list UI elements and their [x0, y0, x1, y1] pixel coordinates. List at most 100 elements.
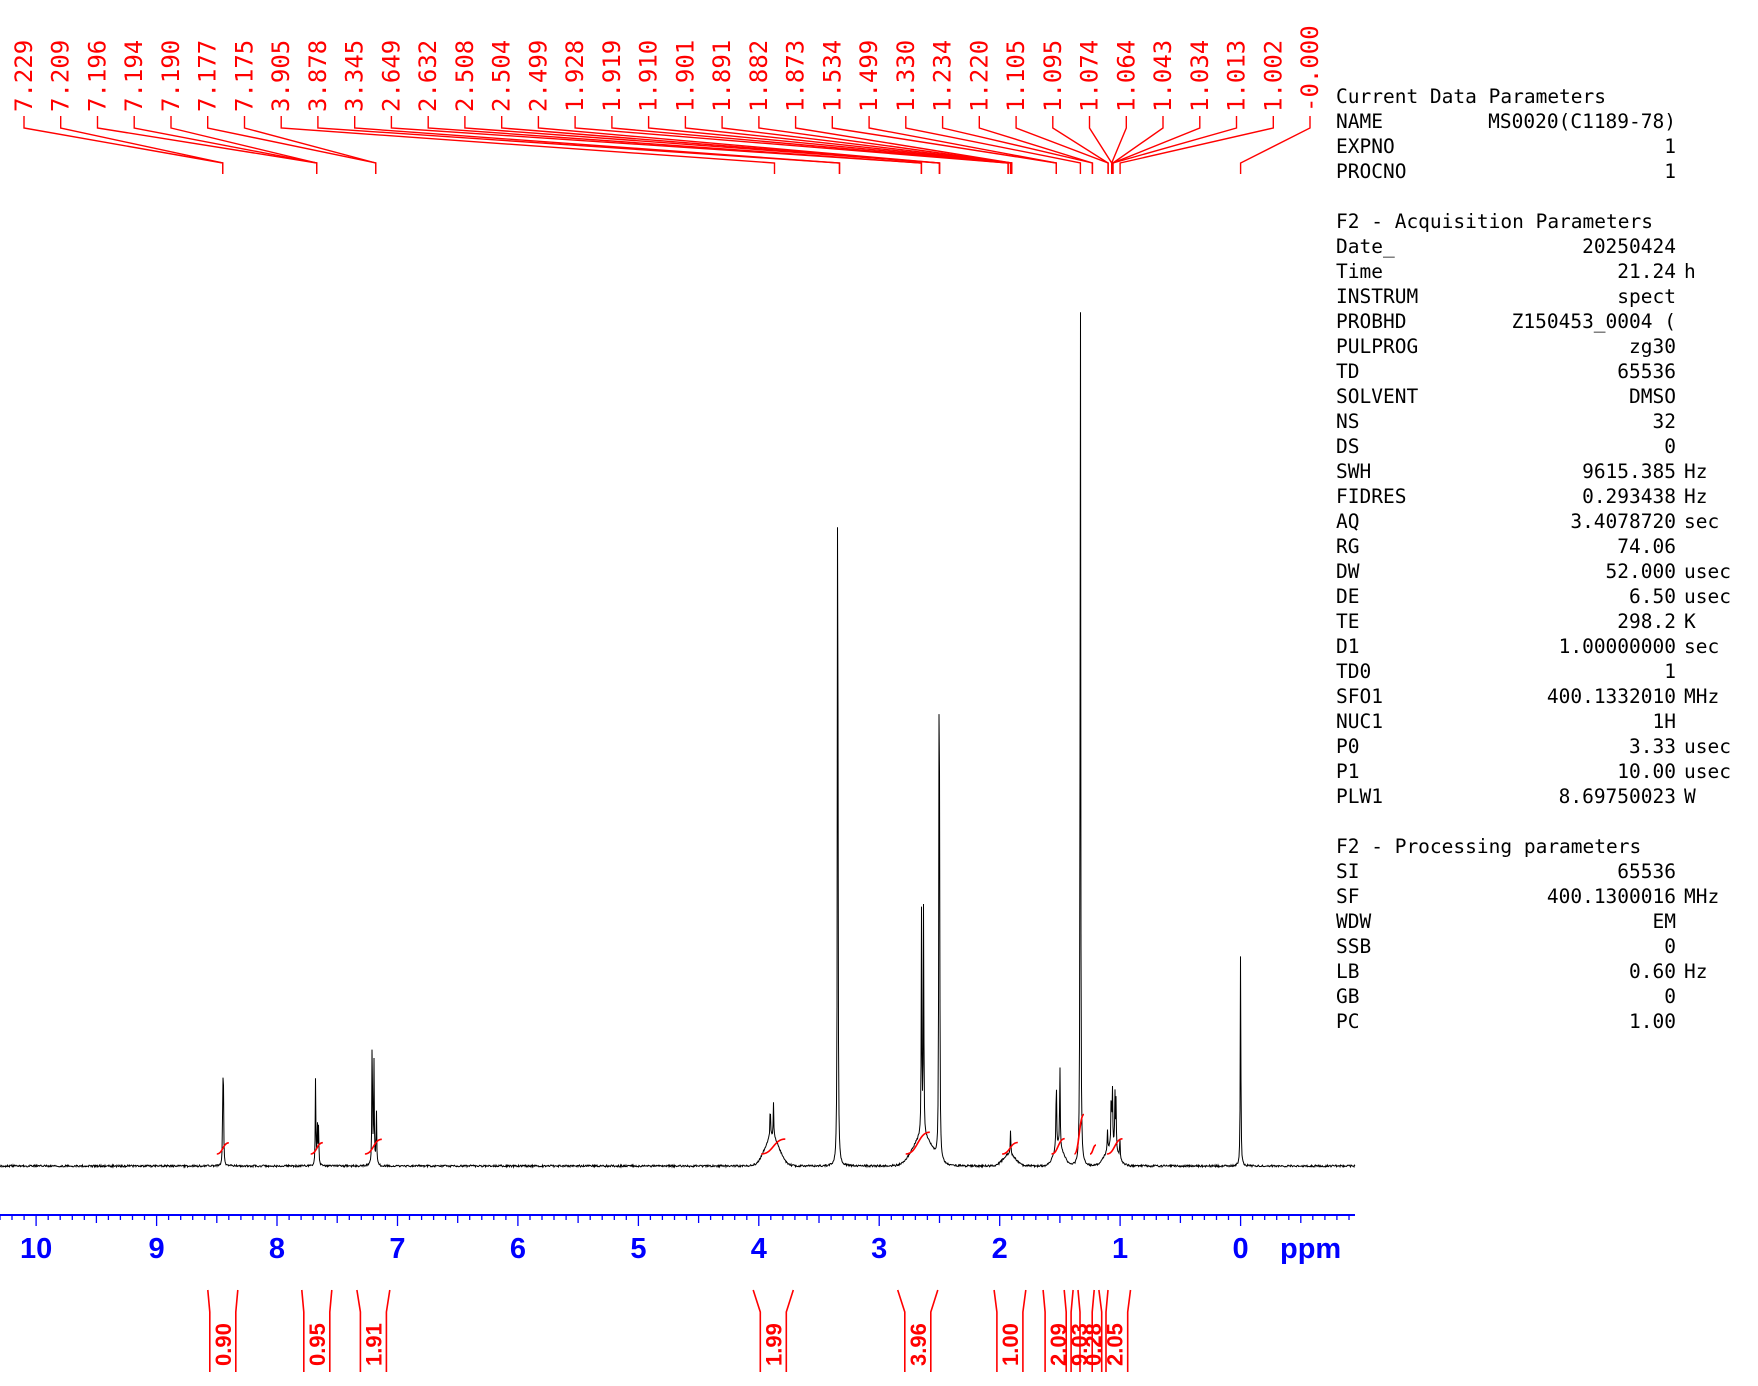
x-tick-label: 0 — [1233, 1233, 1249, 1265]
peak-connector — [647, 116, 1012, 174]
peak-connector — [978, 116, 1094, 174]
peak-label: 2.504 — [488, 40, 516, 112]
peak-connector — [794, 116, 1013, 174]
peak-label: 1.534 — [818, 40, 846, 112]
param-value: 1 — [1664, 135, 1676, 158]
peak-label: 2.632 — [414, 40, 442, 112]
peak-label: 1.499 — [855, 40, 883, 112]
peak-connector — [1239, 116, 1311, 174]
param-row: RG 74.06 — [1336, 534, 1756, 559]
integral-bracket — [1098, 1289, 1132, 1372]
integral-value: 3.96 — [906, 1323, 931, 1366]
param-key: PC — [1336, 1010, 1360, 1033]
integral-curve — [1089, 1144, 1097, 1155]
param-row: TD 65536 — [1336, 359, 1756, 384]
param-value: 65536 — [1617, 360, 1676, 383]
x-tick-label: 6 — [510, 1233, 526, 1265]
param-row: PULPROG zg30 — [1336, 334, 1756, 359]
peak-label: 1.891 — [708, 40, 736, 112]
param-unit: usec — [1684, 560, 1731, 583]
integral-bracket — [301, 1289, 333, 1372]
param-row: EXPNO 1 — [1336, 134, 1756, 159]
spectrum-trace-group — [0, 312, 1356, 1169]
param-row: PC 1.00 — [1336, 1009, 1756, 1034]
peak-connector — [868, 116, 1058, 174]
integral-bracket — [356, 1289, 391, 1372]
peak-connector — [1112, 116, 1238, 174]
param-row: INSTRUM spect — [1336, 284, 1756, 309]
x-tick-label: 2 — [992, 1233, 1008, 1265]
param-row: GB 0 — [1336, 984, 1756, 1009]
param-value: 1.00000000 — [1558, 635, 1676, 658]
param-key: FIDRES — [1336, 485, 1407, 508]
integral-curve — [216, 1142, 229, 1155]
param-key: DW — [1336, 560, 1360, 583]
param-row: SOLVENT DMSO — [1336, 384, 1756, 409]
peak-label: 1.220 — [965, 40, 993, 112]
param-value: 8.69750023 — [1558, 785, 1676, 808]
param-gap — [1336, 809, 1756, 834]
param-unit: Hz — [1684, 485, 1708, 508]
param-key: TD0 — [1336, 660, 1372, 683]
param-key: EXPNO — [1336, 135, 1395, 158]
peak-label: 3.345 — [341, 40, 369, 112]
param-key: DE — [1336, 585, 1360, 608]
param-row: P1 10.00 usec — [1336, 759, 1756, 784]
param-row: NAME MS0020(C1189-78) — [1336, 109, 1756, 134]
param-key: NS — [1336, 410, 1360, 433]
integral-bracket — [207, 1289, 239, 1372]
peak-label: 2.508 — [451, 40, 479, 112]
param-row: DE 6.50 usec — [1336, 584, 1756, 609]
param-row: DW 52.000 usec — [1336, 559, 1756, 584]
x-tick-label: 10 — [20, 1233, 52, 1265]
param-value: DMSO — [1629, 385, 1676, 408]
peak-label: 1.919 — [598, 40, 626, 112]
param-key: TD — [1336, 360, 1360, 383]
peak-label: 1.330 — [892, 40, 920, 112]
param-value: 65536 — [1617, 860, 1676, 883]
peak-connector-group — [23, 116, 1311, 174]
param-value: zg30 — [1629, 335, 1676, 358]
integral-curve — [1051, 1137, 1065, 1155]
param-value: 20250424 — [1582, 235, 1676, 258]
param-value: 400.1332010 — [1546, 685, 1676, 708]
param-key: TE — [1336, 610, 1360, 633]
x-tick-label: 5 — [630, 1233, 646, 1265]
param-value: MS0020(C1189-78) — [1488, 110, 1676, 133]
param-value: 1.00 — [1629, 1010, 1676, 1033]
param-key: D1 — [1336, 635, 1360, 658]
param-key: SOLVENT — [1336, 385, 1419, 408]
peak-label: 1.901 — [671, 40, 699, 112]
param-value: 0 — [1664, 435, 1676, 458]
param-row: PROBHD Z150453_0004 ( — [1336, 309, 1756, 334]
param-row: NUC1 1H — [1336, 709, 1756, 734]
peak-connector — [1110, 116, 1128, 174]
param-unit: W — [1684, 785, 1696, 808]
param-value: 0 — [1664, 985, 1676, 1008]
integral-curve-group — [216, 1113, 1123, 1155]
peak-label: 7.190 — [157, 40, 185, 112]
param-unit: Hz — [1684, 960, 1708, 983]
param-key: SF — [1336, 885, 1360, 908]
param-key: PROCNO — [1336, 160, 1407, 183]
param-key: DS — [1336, 435, 1360, 458]
peak-label: 1.910 — [635, 40, 663, 112]
peak-label: 1.043 — [1149, 40, 1177, 112]
peak-label: 1.064 — [1112, 40, 1140, 112]
peak-connector — [1119, 116, 1275, 174]
param-gap — [1336, 184, 1756, 209]
param-unit: sec — [1684, 635, 1720, 658]
param-value: Z150453_0004 ( — [1511, 310, 1676, 333]
integral-bracket — [1077, 1289, 1109, 1372]
peak-connector — [60, 116, 224, 174]
x-axis-label: ppm — [1280, 1233, 1341, 1265]
param-key: Date_ — [1336, 235, 1395, 258]
param-value: 1 — [1664, 660, 1676, 683]
param-row: SF 400.1300016 MHz — [1336, 884, 1756, 909]
param-unit: MHz — [1684, 685, 1720, 708]
param-section-title: F2 - Acquisition Parameters — [1336, 210, 1653, 233]
param-row: WDW EM — [1336, 909, 1756, 934]
integral-bracket — [993, 1289, 1027, 1372]
param-key: NAME — [1336, 110, 1383, 133]
peak-label: 1.074 — [1076, 40, 1104, 112]
